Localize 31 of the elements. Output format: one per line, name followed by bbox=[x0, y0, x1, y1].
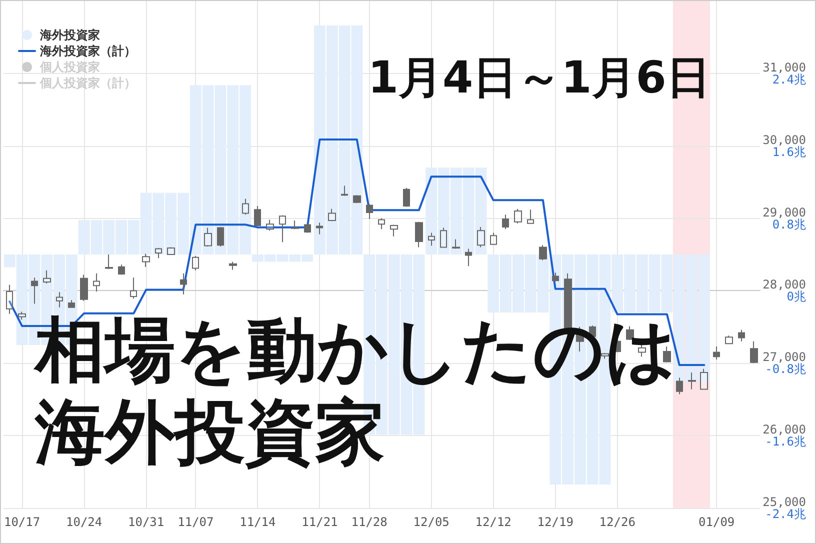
legend-label: 海外投資家 bbox=[39, 28, 100, 42]
x-tick-label: 12/05 bbox=[413, 515, 450, 529]
y2-tick-label: 1.6兆 bbox=[772, 144, 806, 159]
y2-tick-label: -0.8兆 bbox=[765, 362, 806, 376]
x-tick-label: 12/12 bbox=[475, 515, 512, 529]
y-tick-label: 31,000 bbox=[762, 60, 806, 74]
x-tick-label: 12/19 bbox=[537, 515, 574, 529]
y-tick-label: 25,000 bbox=[762, 495, 806, 509]
annotation: 1月4日～1月6日 bbox=[368, 52, 710, 104]
y2-tick-label: -1.6兆 bbox=[765, 434, 806, 449]
x-tick-label: 10/17 bbox=[4, 515, 40, 529]
x-tick-label: 10/24 bbox=[66, 515, 102, 529]
y2-tick-label: 0.8兆 bbox=[772, 217, 806, 232]
x-tick-label: 11/07 bbox=[178, 515, 214, 529]
x-tick-label: 01/09 bbox=[698, 515, 735, 529]
y-tick-label: 28,000 bbox=[762, 278, 806, 292]
y-tick-label: 30,000 bbox=[762, 132, 806, 147]
annotation: 海外投資家 bbox=[34, 391, 385, 473]
y-tick-label: 27,000 bbox=[762, 350, 806, 364]
y2-tick-label: -2.4兆 bbox=[765, 507, 806, 521]
x-tick-label: 11/14 bbox=[240, 515, 276, 529]
x-tick-label: 10/31 bbox=[128, 515, 164, 529]
x-tick-label: 11/21 bbox=[302, 515, 338, 529]
annotation: 相場を動かしたのは bbox=[33, 309, 677, 391]
y2-tick-label: 2.4兆 bbox=[772, 72, 806, 86]
y-tick-label: 26,000 bbox=[762, 422, 806, 437]
y-tick-label: 29,000 bbox=[762, 205, 806, 220]
x-tick-label: 11/28 bbox=[351, 515, 388, 529]
legend-label: 海外投資家（計） bbox=[39, 44, 136, 58]
y2-tick-label: 0兆 bbox=[786, 290, 806, 304]
x-tick-label: 12/26 bbox=[599, 515, 636, 529]
